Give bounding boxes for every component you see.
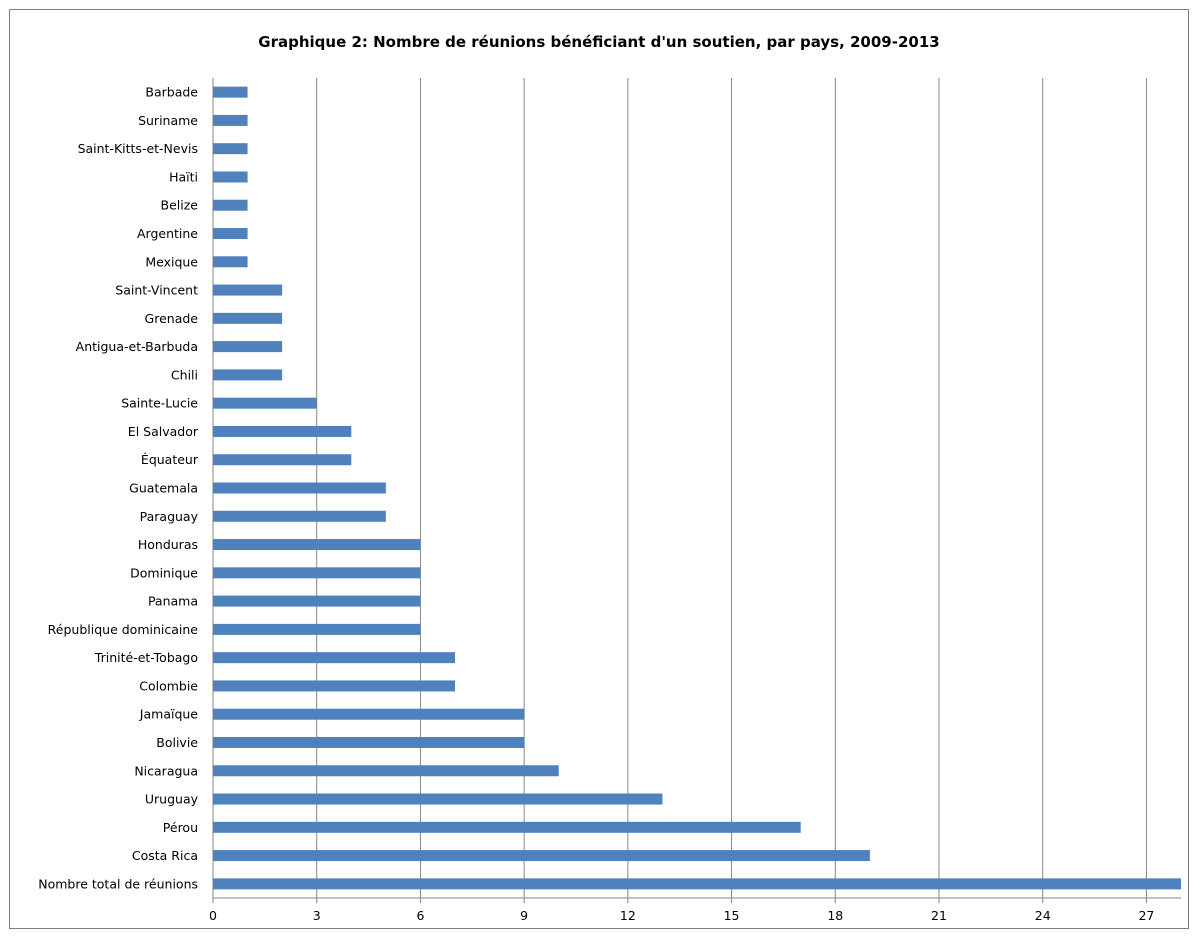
category-label: Antigua-et-Barbuda bbox=[76, 339, 198, 354]
x-tick-label: 24 bbox=[1035, 908, 1051, 923]
bar bbox=[213, 143, 248, 155]
x-tick-label: 15 bbox=[724, 908, 740, 923]
category-label: Nombre total de réunions bbox=[38, 876, 198, 891]
bar bbox=[213, 765, 559, 777]
bar bbox=[213, 171, 248, 183]
category-label: Haïti bbox=[169, 169, 198, 184]
bar bbox=[213, 736, 525, 748]
bar bbox=[213, 708, 525, 720]
bar bbox=[213, 341, 283, 353]
category-label: Guatemala bbox=[129, 481, 198, 496]
bar bbox=[213, 482, 386, 494]
chart-frame bbox=[9, 9, 1189, 929]
category-label: Pérou bbox=[163, 820, 198, 835]
x-tick-labels: 0 3 6 9 12 15 18 21 24 27 bbox=[209, 908, 1154, 923]
chart-title: Graphique 2: Nombre de réunions bénéfici… bbox=[258, 33, 940, 51]
gridlines bbox=[212, 78, 1181, 903]
category-label: Belize bbox=[161, 198, 199, 213]
bar bbox=[213, 114, 248, 126]
bar bbox=[213, 623, 421, 635]
category-label: Sainte-Lucie bbox=[121, 396, 198, 411]
x-tick-label: 3 bbox=[313, 908, 321, 923]
category-label: Dominique bbox=[130, 565, 198, 580]
x-tick-label: 6 bbox=[416, 908, 424, 923]
bar bbox=[213, 86, 248, 98]
bar bbox=[213, 850, 870, 862]
bar bbox=[213, 397, 317, 409]
bar bbox=[213, 595, 421, 607]
category-label: Panama bbox=[148, 594, 198, 609]
bar bbox=[213, 284, 283, 296]
bar bbox=[213, 567, 421, 579]
bars bbox=[213, 86, 1181, 890]
category-label: Barbade bbox=[145, 85, 198, 100]
bar bbox=[213, 425, 352, 437]
bar bbox=[213, 369, 283, 381]
x-tick-label: 0 bbox=[209, 908, 217, 923]
x-tick-label: 27 bbox=[1138, 908, 1154, 923]
category-label: Suriname bbox=[138, 113, 198, 128]
bar bbox=[213, 821, 801, 833]
category-label: Saint-Kitts-et-Nevis bbox=[78, 141, 198, 156]
bar bbox=[213, 510, 386, 522]
category-label: République dominicaine bbox=[48, 622, 199, 637]
bar bbox=[213, 199, 248, 211]
category-label: Colombie bbox=[139, 678, 198, 693]
category-label: Jamaïque bbox=[139, 707, 199, 722]
category-label: Bolivie bbox=[156, 735, 198, 750]
category-label: Paraguay bbox=[140, 509, 199, 524]
category-labels: Barbade Suriname Saint-Kitts-et-Nevis Haïti… bbox=[38, 85, 199, 892]
x-tick-label: 21 bbox=[931, 908, 947, 923]
bar bbox=[213, 878, 1181, 890]
category-label: Grenade bbox=[145, 311, 199, 326]
bar bbox=[213, 539, 421, 551]
bar bbox=[213, 256, 248, 268]
bar bbox=[213, 228, 248, 240]
x-tick-label: 9 bbox=[520, 908, 528, 923]
category-label: Uruguay bbox=[145, 792, 199, 807]
category-label: Saint-Vincent bbox=[115, 283, 198, 298]
bar bbox=[213, 652, 455, 664]
bar bbox=[213, 680, 455, 692]
category-label: Nicaragua bbox=[134, 763, 198, 778]
category-label: Trinité-et-Tobago bbox=[94, 650, 198, 665]
category-label: Honduras bbox=[138, 537, 198, 552]
x-tick-label: 12 bbox=[620, 908, 636, 923]
x-tick-label: 18 bbox=[827, 908, 843, 923]
bar bbox=[213, 454, 352, 466]
category-label: Costa Rica bbox=[132, 848, 198, 863]
category-label: Mexique bbox=[145, 254, 198, 269]
bar bbox=[213, 312, 283, 324]
category-label: Chili bbox=[171, 367, 198, 382]
category-label: El Salvador bbox=[128, 424, 199, 439]
category-label: Équateur bbox=[141, 452, 199, 467]
category-label: Argentine bbox=[137, 226, 198, 241]
bar bbox=[213, 793, 663, 805]
